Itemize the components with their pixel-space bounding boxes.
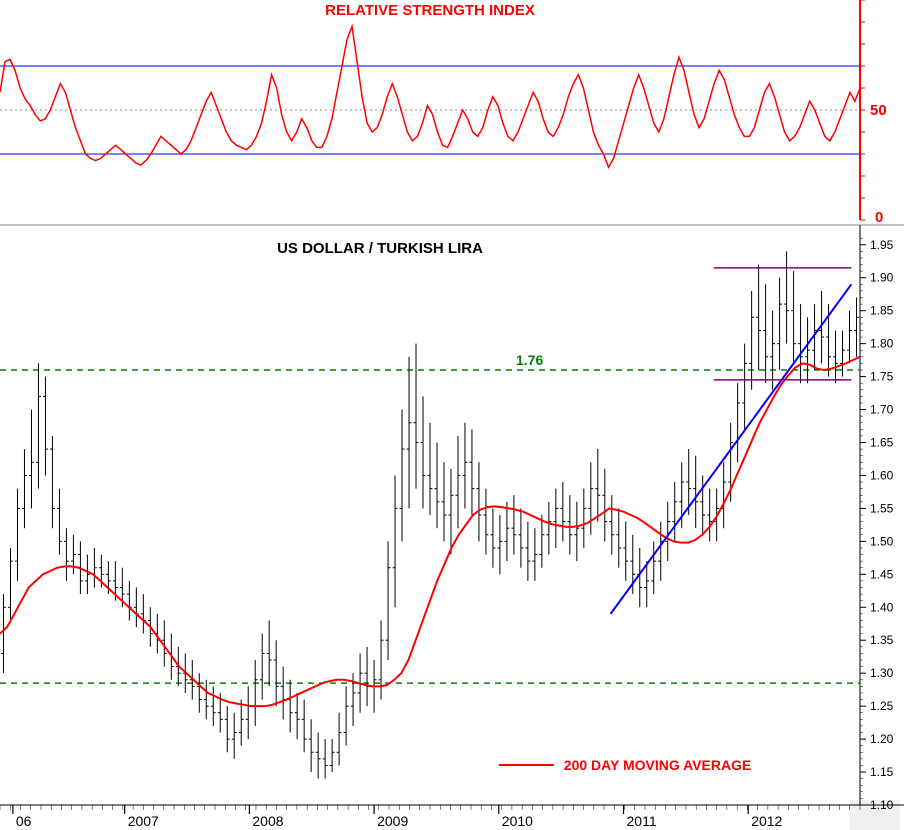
svg-text:1.60: 1.60 — [870, 468, 894, 482]
svg-text:200 DAY MOVING AVERAGE: 200 DAY MOVING AVERAGE — [564, 757, 752, 773]
svg-text:1.20: 1.20 — [870, 732, 894, 746]
svg-text:1.55: 1.55 — [870, 501, 894, 515]
svg-text:1.35: 1.35 — [870, 633, 894, 647]
svg-text:2011: 2011 — [627, 813, 657, 829]
svg-text:1.40: 1.40 — [870, 600, 894, 614]
svg-text:2007: 2007 — [128, 813, 159, 829]
svg-text:1.95: 1.95 — [870, 238, 894, 252]
svg-text:2010: 2010 — [502, 813, 533, 829]
svg-text:0: 0 — [875, 209, 883, 226]
svg-text:2009: 2009 — [377, 813, 408, 829]
chart-container: 500RELATIVE STRENGTH INDEX1.101.151.201.… — [0, 0, 904, 830]
svg-text:1.45: 1.45 — [870, 567, 894, 581]
svg-text:50: 50 — [870, 102, 887, 119]
chart-svg: 500RELATIVE STRENGTH INDEX1.101.151.201.… — [0, 0, 904, 830]
svg-text:1.50: 1.50 — [870, 534, 894, 548]
svg-text:1.65: 1.65 — [870, 436, 894, 450]
svg-text:1.80: 1.80 — [870, 337, 894, 351]
svg-text:2008: 2008 — [252, 813, 283, 829]
svg-text:1.85: 1.85 — [870, 304, 894, 318]
svg-text:1.90: 1.90 — [870, 271, 894, 285]
svg-text:1.30: 1.30 — [870, 666, 894, 680]
svg-text:US DOLLAR / TURKISH LIRA: US DOLLAR / TURKISH LIRA — [277, 240, 483, 257]
svg-text:RELATIVE STRENGTH INDEX: RELATIVE STRENGTH INDEX — [325, 2, 535, 19]
svg-text:1.70: 1.70 — [870, 403, 894, 417]
svg-text:06: 06 — [16, 813, 32, 829]
svg-text:2012: 2012 — [751, 813, 782, 829]
svg-text:1.15: 1.15 — [870, 765, 894, 779]
svg-text:1.76: 1.76 — [516, 352, 543, 368]
svg-text:1.25: 1.25 — [870, 699, 894, 713]
svg-text:1.75: 1.75 — [870, 370, 894, 384]
